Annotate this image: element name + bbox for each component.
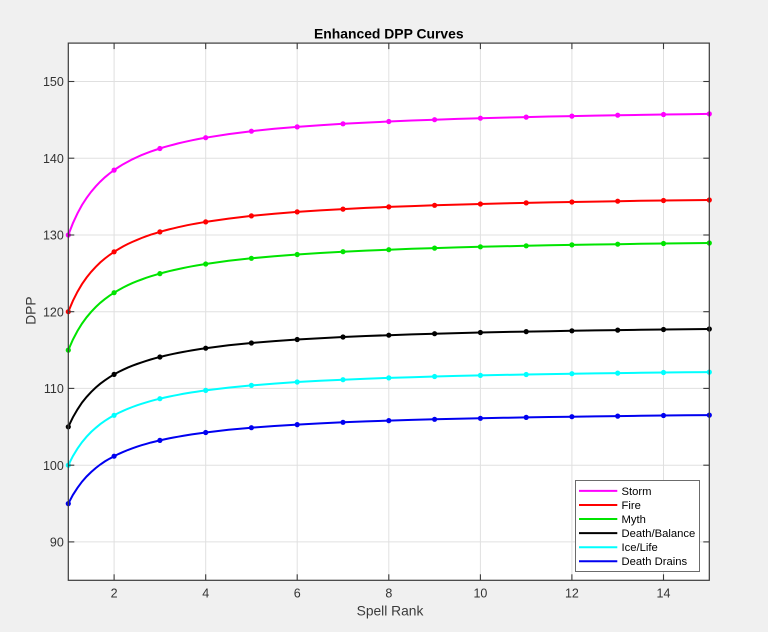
svg-text:Death Drains: Death Drains [622,556,688,568]
svg-text:6: 6 [294,587,301,601]
svg-text:Fire: Fire [622,500,641,512]
svg-text:Storm: Storm [622,486,652,498]
svg-text:100: 100 [43,459,64,473]
svg-text:130: 130 [43,229,64,243]
svg-text:Enhanced DPP Curves: Enhanced DPP Curves [314,25,464,41]
svg-text:120: 120 [43,305,64,319]
svg-text:8: 8 [385,587,392,601]
svg-text:140: 140 [43,152,64,166]
svg-text:Myth: Myth [622,514,646,526]
svg-text:DPP: DPP [24,296,39,324]
svg-text:12: 12 [565,587,579,601]
svg-text:Death/Balance: Death/Balance [622,528,696,540]
svg-text:14: 14 [657,587,671,601]
svg-text:150: 150 [43,75,64,89]
svg-text:4: 4 [202,587,209,601]
svg-text:Ice/Life: Ice/Life [622,542,658,554]
svg-text:90: 90 [50,536,64,550]
svg-text:Spell Rank: Spell Rank [357,603,424,618]
svg-text:10: 10 [473,587,487,601]
svg-text:110: 110 [44,382,64,396]
svg-text:2: 2 [111,587,118,601]
